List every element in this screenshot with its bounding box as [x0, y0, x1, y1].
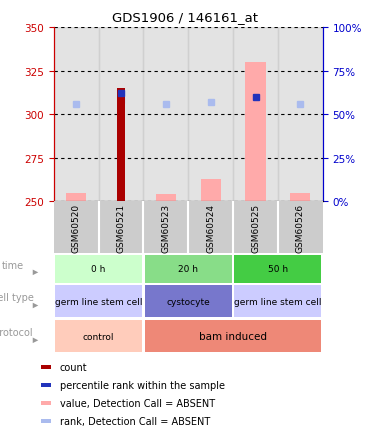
Text: germ line stem cell: germ line stem cell: [55, 297, 142, 306]
Text: GSM60526: GSM60526: [296, 204, 305, 252]
Bar: [145, 255, 232, 283]
Bar: [55, 320, 142, 352]
Text: GSM60524: GSM60524: [206, 204, 215, 252]
Text: 20 h: 20 h: [178, 265, 198, 273]
Text: control: control: [83, 332, 114, 341]
Text: GDS1906 / 146161_at: GDS1906 / 146161_at: [112, 11, 259, 24]
Bar: [156, 195, 176, 202]
Bar: [246, 63, 266, 202]
Bar: [234, 255, 321, 283]
Bar: [99, 28, 144, 202]
Bar: [41, 365, 51, 369]
Bar: [41, 383, 51, 387]
Text: germ line stem cell: germ line stem cell: [234, 297, 322, 306]
Bar: [290, 193, 311, 202]
Text: 0 h: 0 h: [91, 265, 106, 273]
Text: rank, Detection Call = ABSENT: rank, Detection Call = ABSENT: [60, 416, 210, 426]
Bar: [145, 320, 321, 352]
Text: cell type: cell type: [0, 293, 33, 302]
Text: GSM60523: GSM60523: [161, 204, 170, 252]
Text: protocol: protocol: [0, 327, 32, 337]
Bar: [201, 179, 221, 202]
Bar: [233, 28, 278, 202]
Text: time: time: [1, 260, 24, 270]
Bar: [117, 89, 125, 202]
Text: GSM60521: GSM60521: [116, 204, 125, 252]
Text: value, Detection Call = ABSENT: value, Detection Call = ABSENT: [60, 398, 215, 408]
Bar: [145, 286, 232, 318]
Bar: [41, 401, 51, 405]
Text: cystocyte: cystocyte: [167, 297, 210, 306]
Bar: [188, 28, 233, 202]
Text: 50 h: 50 h: [268, 265, 288, 273]
Bar: [54, 28, 99, 202]
Bar: [278, 28, 323, 202]
Bar: [55, 286, 142, 318]
Text: GSM60525: GSM60525: [251, 204, 260, 252]
Bar: [41, 419, 51, 423]
Text: percentile rank within the sample: percentile rank within the sample: [60, 380, 225, 390]
Bar: [55, 255, 142, 283]
Text: count: count: [60, 362, 88, 372]
Text: bam induced: bam induced: [199, 332, 267, 341]
Bar: [234, 286, 321, 318]
Bar: [66, 193, 86, 202]
Text: GSM60520: GSM60520: [72, 204, 81, 252]
Bar: [144, 28, 188, 202]
